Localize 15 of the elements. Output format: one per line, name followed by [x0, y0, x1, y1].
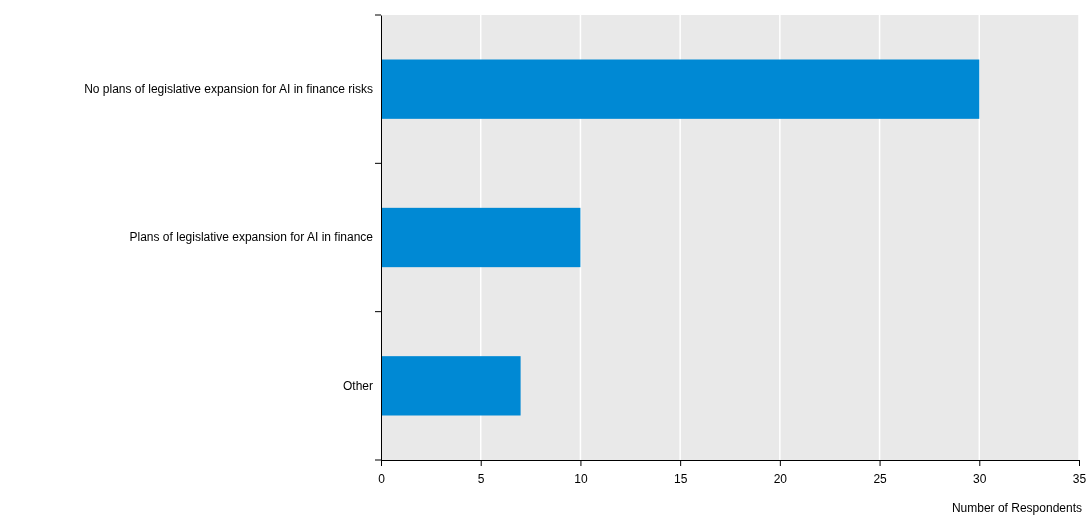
- x-tick-label: 25: [873, 472, 888, 487]
- x-axis-title: Number of Respondents: [951, 501, 1082, 515]
- x-tick-label: 5: [477, 472, 485, 487]
- x-tick-label: 0: [378, 472, 386, 487]
- bar: [381, 356, 521, 416]
- bar: [381, 59, 980, 119]
- y-tick-label: Other: [342, 378, 373, 393]
- bar: [381, 207, 581, 268]
- y-tick-label: No plans of legislative expansion for AI in finance risks: [84, 82, 373, 97]
- x-tick-label: 10: [574, 472, 588, 487]
- x-tick-label: 35: [1072, 472, 1087, 487]
- x-tick-label: 20: [773, 472, 788, 487]
- x-tick-label: 30: [973, 472, 987, 487]
- y-tick-label: Plans of legislative expansion for AI in finance: [129, 230, 374, 245]
- x-tick-label: 15: [673, 472, 688, 487]
